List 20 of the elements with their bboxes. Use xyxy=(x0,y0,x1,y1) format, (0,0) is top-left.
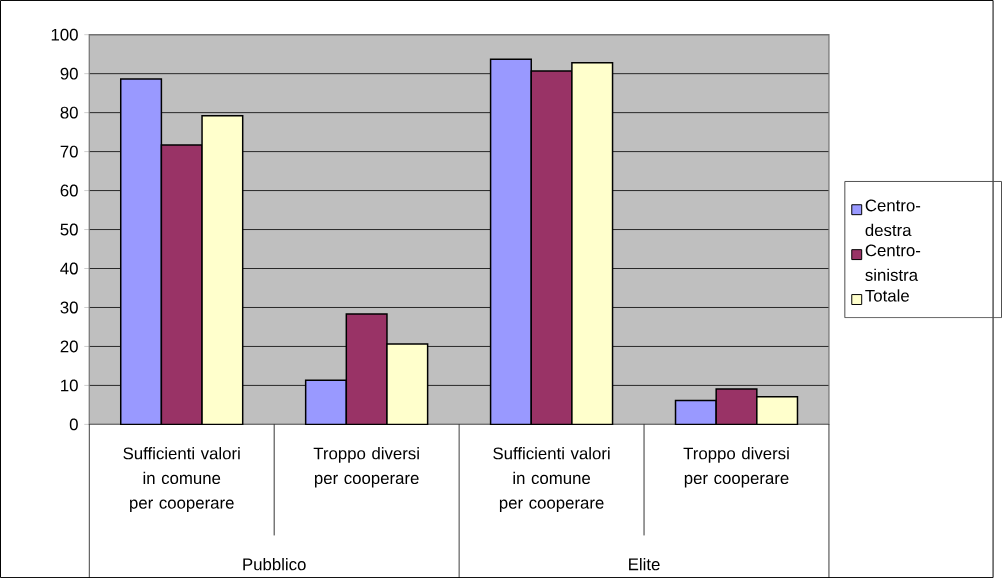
x-tick-label: Troppo diversi per cooperare xyxy=(683,446,789,488)
y-tick-label: 90 xyxy=(60,67,78,80)
legend-label: Centro-destra xyxy=(865,199,921,236)
x-tick-label: Troppo diversi per cooperare xyxy=(313,446,419,488)
y-tick-label: 50 xyxy=(60,223,78,236)
y-tick-label: 70 xyxy=(60,145,78,158)
y-tick-label: 0 xyxy=(69,418,78,431)
y-tick-label: 30 xyxy=(60,301,78,314)
y-tick-label: 40 xyxy=(60,262,78,275)
legend-label: Totale xyxy=(865,289,909,302)
y-tick-label: 80 xyxy=(60,106,78,119)
legend-label: Centro-sinistra xyxy=(865,244,921,281)
text: Pubblico xyxy=(243,557,306,571)
y-tick-label: 60 xyxy=(60,184,78,197)
y-tick-label: 20 xyxy=(60,340,78,353)
x-tick-label: Sufficienti valori in comune per cooperare xyxy=(123,446,240,512)
x-tick-label: Sufficienti valori in comune per cooperare xyxy=(493,446,610,512)
y-tick-label: 100 xyxy=(51,28,78,41)
text: Elite xyxy=(629,557,660,571)
y-tick-label: 10 xyxy=(61,379,78,392)
